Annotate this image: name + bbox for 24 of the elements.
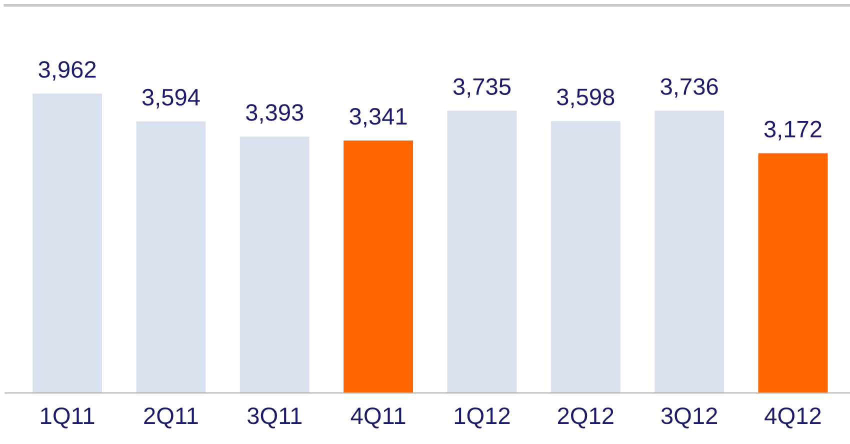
data-label: 3,962 — [38, 61, 96, 81]
bar — [344, 140, 414, 393]
bar — [447, 110, 517, 393]
data-label: 3,393 — [246, 104, 304, 124]
bar — [240, 136, 310, 393]
bar — [32, 94, 102, 393]
bar — [758, 153, 828, 393]
bar — [136, 121, 206, 393]
x-tick-label: 4Q12 — [764, 407, 821, 428]
data-label: 3,594 — [142, 88, 200, 108]
data-label: 3,172 — [764, 120, 822, 140]
x-tick-label: 1Q11 — [41, 407, 94, 428]
data-label: 3,736 — [660, 78, 718, 98]
data-label: 3,735 — [453, 78, 511, 98]
x-tick-label: 4Q11 — [350, 407, 406, 428]
x-tick-label: 1Q12 — [454, 407, 510, 428]
data-label: 3,598 — [557, 88, 614, 108]
bar — [550, 121, 620, 393]
x-tick-label: 2Q11 — [144, 407, 198, 428]
x-tick-label: 2Q12 — [558, 407, 614, 428]
x-tick-label: 3Q12 — [661, 407, 718, 428]
x-tick-label: 3Q11 — [248, 407, 302, 428]
data-label: 3,341 — [350, 108, 407, 128]
bar — [654, 110, 724, 393]
